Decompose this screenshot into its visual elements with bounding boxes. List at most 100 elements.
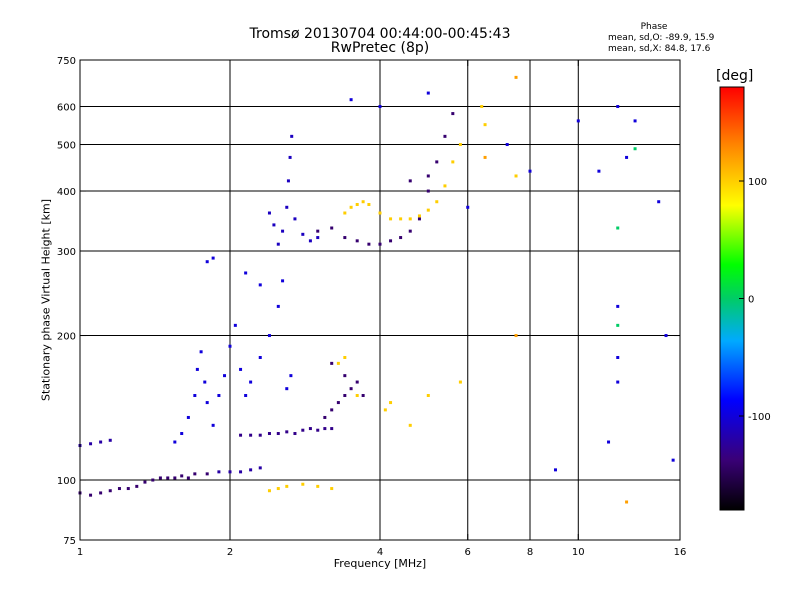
x-tick-label: 8 [527,547,533,558]
data-point [293,432,297,436]
data-point [514,75,518,79]
data-point [239,367,243,371]
data-point [205,401,209,405]
data-point [166,476,170,480]
data-point [173,440,177,444]
data-point [330,408,334,412]
data-point [281,229,285,233]
data-point [330,427,334,431]
data-point [408,217,412,221]
data-point [272,223,276,227]
data-point [244,271,248,275]
data-point [435,160,439,164]
data-point [553,468,557,472]
data-point [316,428,320,432]
data-point [367,202,371,206]
x-tick-label: 2 [227,547,233,558]
data-point [228,470,232,474]
data-point [108,438,112,442]
data-point [228,344,232,348]
data-point [451,160,455,164]
data-point [378,211,382,215]
data-point [514,334,518,338]
data-point [267,211,271,215]
data-point [330,487,334,491]
data-point [308,239,312,243]
data-point [126,487,130,491]
data-point [308,427,312,431]
data-point [217,470,221,474]
data-point [249,380,253,384]
x-tick-label: 16 [674,547,687,558]
colorbar-tick-label: -100 [748,412,771,423]
data-point [276,304,280,308]
data-point [330,226,334,230]
data-points [78,75,675,504]
x-axis-label: Frequency [MHz] [333,557,427,570]
data-point [426,208,430,212]
grid-lines [80,60,680,540]
data-point [625,155,629,159]
data-point [355,202,359,206]
data-point [458,380,462,384]
data-point [349,98,353,102]
colorbar-tick-label: 0 [748,295,754,306]
data-point [239,470,243,474]
x-tick-label: 10 [572,547,585,558]
data-point [355,239,359,243]
data-point [258,433,262,437]
data-point [616,380,620,384]
data-point [443,184,447,188]
y-tick-label: 300 [57,247,76,258]
y-tick-label: 500 [57,141,76,152]
data-point [217,394,221,398]
data-point [435,200,439,204]
data-point [293,217,297,221]
y-tick-label: 75 [63,536,76,547]
x-tick-label: 6 [465,547,471,558]
data-point [316,484,320,488]
data-point [301,232,305,236]
data-point [361,200,365,204]
stats-heading: Phase [640,22,668,32]
data-point [616,304,620,308]
data-point [173,476,177,480]
data-point [514,174,518,178]
data-point [343,211,347,215]
data-point [576,119,580,123]
x-tick-label: 1 [77,547,83,558]
data-point [633,119,637,123]
tick-labels: 1 2 4 6 8 10 16 75 100 200 300 400 500 600 750 [57,56,686,558]
data-point [483,123,487,127]
data-point [276,242,280,246]
data-point [316,236,320,240]
data-point [378,105,382,109]
axis-ticks [79,59,681,541]
data-point [426,189,430,193]
data-point [289,374,293,378]
data-point [389,401,393,405]
data-point [426,91,430,95]
chart-title: Tromsø 20130704 00:44:00-00:45:43 [249,26,511,42]
y-tick-label: 200 [57,332,76,343]
data-point [151,478,155,482]
y-tick-label: 600 [57,103,76,114]
data-point [205,260,209,264]
data-point [285,430,289,434]
data-point [466,205,470,209]
data-point [355,394,359,398]
data-point [505,143,509,147]
data-point [285,387,289,391]
data-point [323,415,327,419]
data-point [426,394,430,398]
data-point [343,236,347,240]
data-point [443,134,447,138]
x-tick-label: 4 [377,547,383,558]
data-point [458,143,462,147]
data-point [211,423,215,427]
stats-x-mode: mean, sd,X: 84.8, 17.6 [608,44,711,54]
data-point [316,229,320,233]
data-point [625,500,629,504]
data-point [258,283,262,287]
